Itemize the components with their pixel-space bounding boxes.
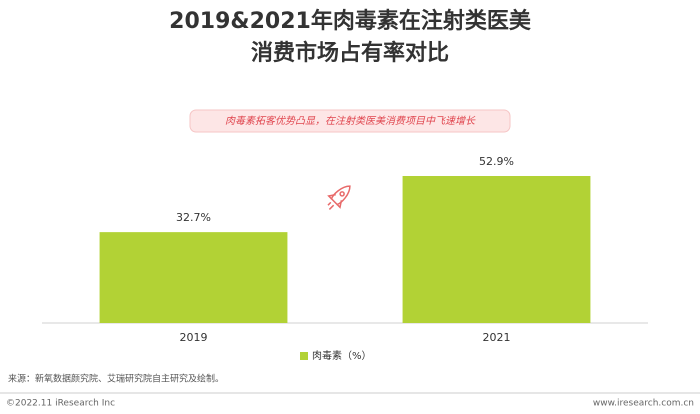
rocket-icon <box>327 185 351 210</box>
chart-title: 消费市场占有率对比 <box>251 40 449 66</box>
bar <box>402 176 591 323</box>
website: www.iresearch.com.cn <box>593 399 694 409</box>
source: 来源：新氧数据颜究院、艾瑞研究院自主研究及绘制。 <box>8 373 224 385</box>
bar <box>99 232 288 323</box>
x-tick-label: 2021 <box>483 331 511 344</box>
subtitle-banner <box>189 109 511 133</box>
chart-title: 2019&2021年肉毒素在注射类医美 <box>169 8 532 34</box>
x-tick-label: 2019 <box>180 331 208 344</box>
value-label: 32.7% <box>176 211 211 224</box>
subtitle: 肉毒素拓客优势凸显，在注射类医美消费项目中飞速增长 <box>225 115 476 127</box>
legend-swatch <box>300 352 308 360</box>
value-label: 52.9% <box>479 155 514 168</box>
copyright: ©2022.11 iResearch Inc <box>6 399 115 409</box>
legend-label: 肉毒素（%） <box>312 349 372 362</box>
